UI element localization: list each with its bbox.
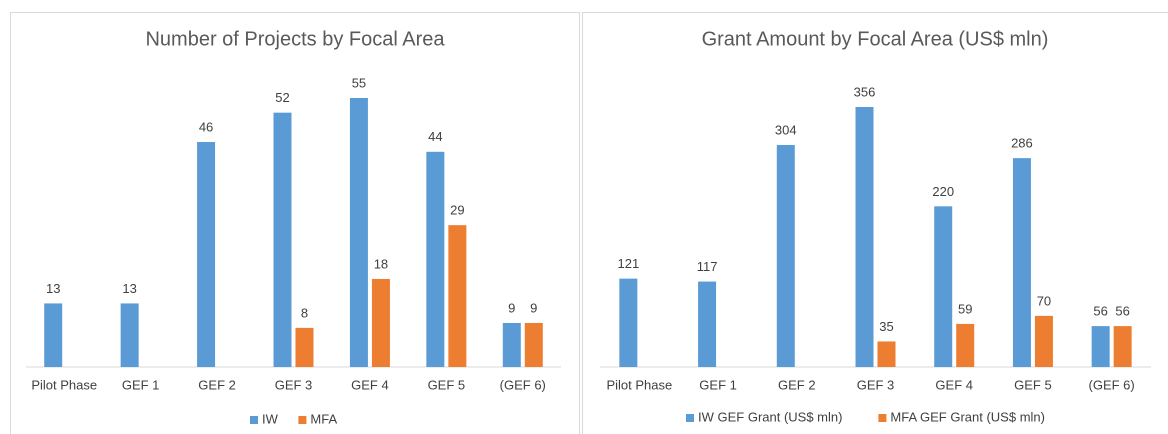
bar [1034,315,1053,367]
x-tick-label: GEF 1 [122,377,160,392]
legend-swatch [298,416,307,424]
data-label: 220 [932,184,954,199]
legend-swatch [878,414,887,422]
x-tick-label: GEF 2 [778,377,816,392]
data-label: 70 [1037,293,1051,308]
data-label: 44 [428,129,442,144]
bar [295,327,314,367]
x-tick-label: GEF 4 [935,377,973,392]
data-label: 9 [508,300,515,315]
data-label: 9 [530,300,537,315]
bar [1113,326,1132,367]
data-label: 55 [352,75,366,90]
x-tick-label: GEF 1 [699,377,737,392]
data-label: 35 [879,319,893,334]
bar [44,303,63,367]
x-tick-label: GEF 3 [857,377,895,392]
data-label: 56 [1115,304,1129,319]
data-label: 286 [1011,136,1033,151]
bar [371,278,390,367]
bar [1012,158,1031,367]
data-label: 304 [775,122,797,137]
x-tick-label: GEF 3 [275,377,313,392]
data-label: 121 [618,256,640,271]
bar [877,341,896,367]
data-label: 56 [1093,304,1107,319]
legend-label: MFA [310,411,337,426]
chart-title: Grant Amount by Focal Area (US$ mln) [702,28,1049,50]
data-label: 8 [301,305,308,320]
data-label: 117 [697,259,718,274]
x-tick-label: (GEF 6) [1089,377,1135,392]
chart-title: Number of Projects by Focal Area [145,28,445,50]
bar [273,112,292,367]
data-label: 59 [958,301,972,316]
bar [956,323,975,367]
bar [426,151,445,367]
data-label: 356 [854,84,876,99]
data-label: 18 [374,256,388,271]
bar [120,303,139,367]
bar [776,144,795,367]
panel [582,12,1168,434]
bar [448,225,467,367]
data-label: 13 [122,281,136,296]
data-label: 52 [275,90,289,105]
legend-swatch [686,414,694,422]
data-label: 29 [450,203,464,218]
bar [855,107,874,367]
bar [524,322,543,367]
x-tick-label: Pilot Phase [31,377,97,392]
bar [619,278,638,367]
legend-label: MFA GEF Grant (US$ mln) [890,409,1045,424]
x-tick-label: GEF 2 [198,377,236,392]
legend-label: IW [262,411,279,426]
x-tick-label: (GEF 6) [500,377,546,392]
legend-swatch [250,416,258,424]
x-tick-label: GEF 5 [428,377,466,392]
data-label: 46 [199,119,213,134]
bar [698,281,717,367]
data-label: 13 [46,281,60,296]
bar [934,206,953,367]
bar [197,142,216,367]
x-tick-label: GEF 5 [1014,377,1052,392]
bar [502,322,521,367]
legend-label: IW GEF Grant (US$ mln) [698,409,842,424]
x-tick-label: GEF 4 [351,377,389,392]
bar [1091,326,1110,367]
x-tick-label: Pilot Phase [606,377,672,392]
bar [349,98,368,367]
panel [10,12,580,434]
